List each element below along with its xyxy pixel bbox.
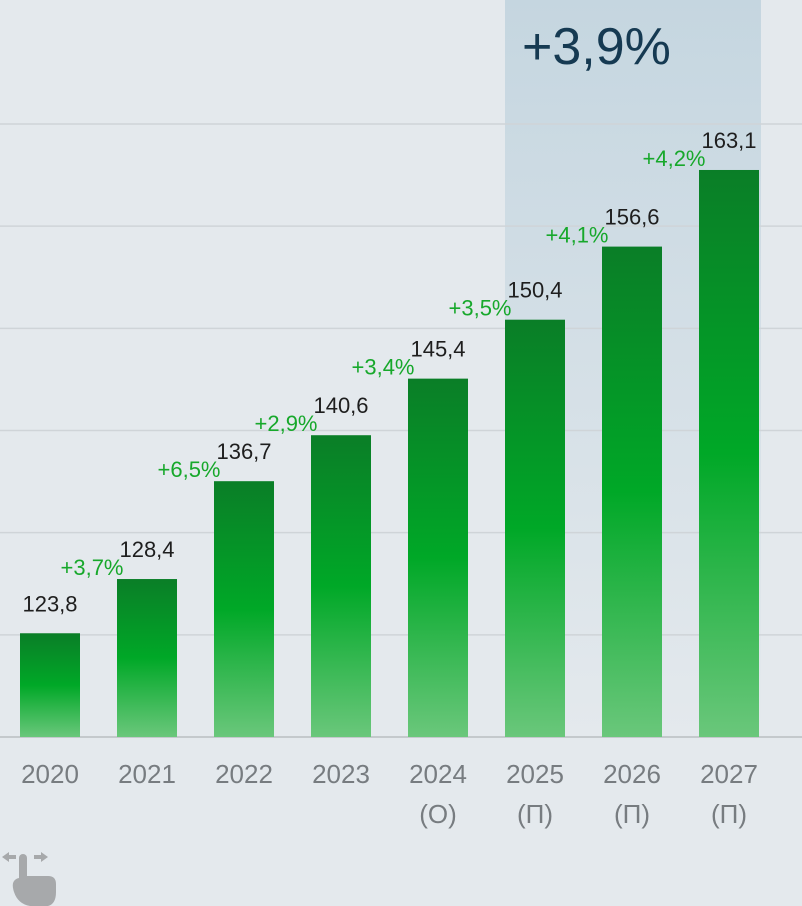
- x-tick-label: 2025: [506, 759, 564, 789]
- x-tick-label: 2021: [118, 759, 176, 789]
- x-tick-note: (П): [711, 799, 747, 829]
- value-label: 145,4: [410, 337, 465, 362]
- value-label: 163,1: [701, 128, 756, 153]
- value-label: 123,8: [22, 591, 77, 616]
- value-label: 140,6: [313, 393, 368, 418]
- growth-label: +4,2%: [643, 146, 706, 171]
- x-tick-label: 2020: [21, 759, 79, 789]
- bar-2020: [20, 633, 80, 737]
- x-tick-label: 2027: [700, 759, 758, 789]
- swipe-hand-icon: [2, 852, 57, 906]
- x-tick-note: (П): [517, 799, 553, 829]
- x-tick-label: 2023: [312, 759, 370, 789]
- growth-label: +3,5%: [449, 296, 512, 321]
- x-tick-label: 2024: [409, 759, 467, 789]
- bar-2021: [117, 579, 177, 737]
- bar-2026: [602, 246, 662, 737]
- value-label: 150,4: [507, 278, 562, 303]
- x-tick-label: 2026: [603, 759, 661, 789]
- value-label: 136,7: [216, 439, 271, 464]
- growth-label: +6,5%: [158, 457, 221, 482]
- x-tick-note: (О): [419, 799, 457, 829]
- bar-2023: [311, 435, 371, 737]
- x-tick-label: 2022: [215, 759, 273, 789]
- gridlines: [0, 123, 802, 738]
- value-label: 128,4: [119, 537, 174, 562]
- growth-label: +3,4%: [352, 355, 415, 380]
- bar-2025: [505, 319, 565, 737]
- bar-2022: [214, 481, 274, 737]
- growth-label: +3,7%: [61, 555, 124, 580]
- x-tick-note: (П): [614, 799, 650, 829]
- growth-label: +2,9%: [255, 411, 318, 436]
- forecast-growth-label: +3,9%: [522, 18, 671, 76]
- value-label: 156,6: [604, 205, 659, 230]
- bar-2024: [408, 378, 468, 737]
- growth-label: +4,1%: [546, 223, 609, 248]
- bar-2027: [699, 169, 759, 738]
